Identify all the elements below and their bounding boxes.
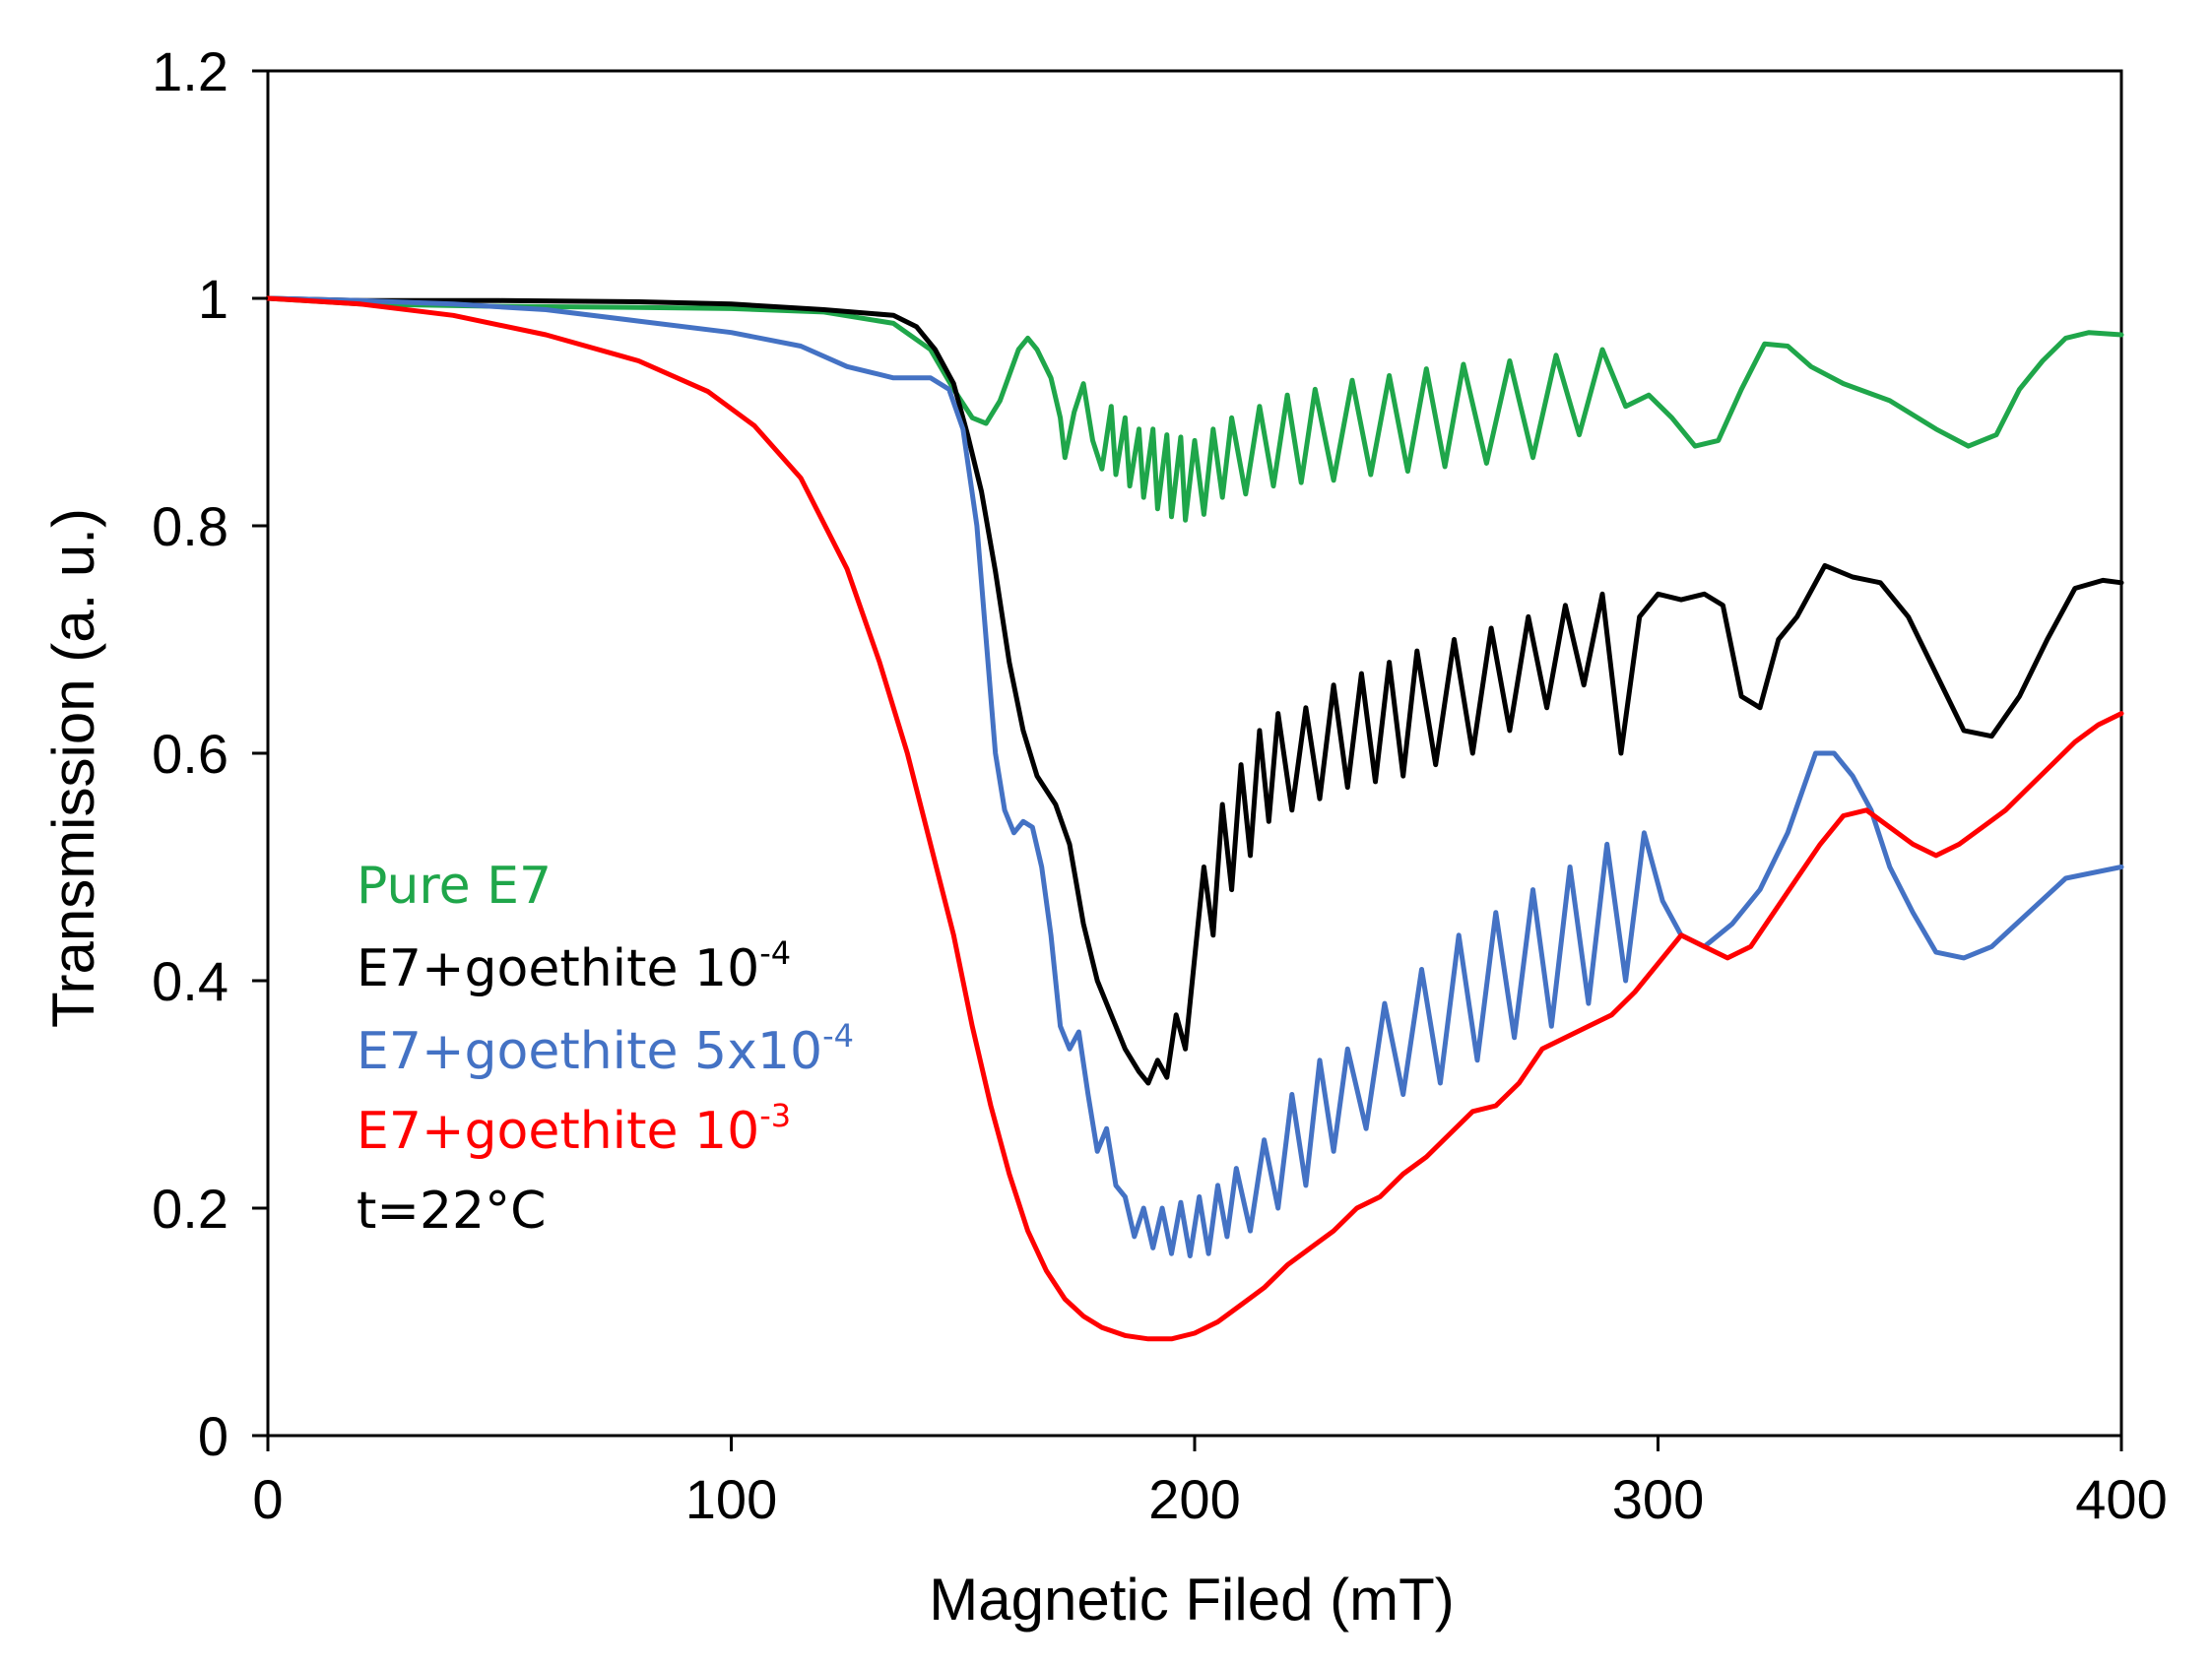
legend-entry-2: E7+goethite 10-4 <box>357 934 791 998</box>
series-line-3 <box>265 295 2124 1258</box>
x-tick-label: 0 <box>252 1468 283 1530</box>
y-tick-label: 1 <box>198 268 228 330</box>
legend-entry-3: E7+goethite 5x10-4 <box>357 1017 854 1081</box>
legend-label: Pure E7 <box>357 857 552 916</box>
series-line-1 <box>265 295 2124 523</box>
y-tick-label: 0.8 <box>152 495 228 557</box>
legend-exponent: -4 <box>759 934 791 972</box>
legend-label: E7+goethite 10 <box>357 939 759 998</box>
x-tick-label: 100 <box>685 1468 777 1530</box>
x-tick-label: 200 <box>1148 1468 1240 1530</box>
series-layer <box>265 295 2124 1342</box>
legend-exponent: -4 <box>822 1017 854 1055</box>
y-axis-title: Transmission (a. u.) <box>40 508 106 1028</box>
x-tick-label: 300 <box>1612 1468 1704 1530</box>
legend-label: E7+goethite 5x10 <box>357 1022 822 1081</box>
y-tick-label: 0.4 <box>152 950 228 1012</box>
legend-label: E7+goethite 10 <box>357 1102 759 1161</box>
x-axis-ticks: 0 100 200 300 400 <box>252 1436 2168 1530</box>
y-tick-label: 0.2 <box>152 1178 228 1240</box>
temperature-annotation: t=22°C <box>357 1182 546 1241</box>
y-tick-label: 1.2 <box>152 40 228 102</box>
legend-entry-4: E7+goethite 10-3 <box>357 1097 791 1161</box>
series-line-2 <box>265 295 2124 1086</box>
y-tick-label: 0 <box>198 1405 228 1467</box>
y-axis-ticks: 0 0.2 0.4 0.6 0.8 1 1.2 <box>152 40 268 1467</box>
y-tick-label: 0.6 <box>152 723 228 785</box>
legend-exponent: -3 <box>759 1097 791 1134</box>
series-line-4 <box>265 295 2124 1342</box>
legend-entry-1: Pure E7 <box>357 857 552 916</box>
x-tick-label: 400 <box>2075 1468 2167 1530</box>
x-axis-title: Magnetic Filed (mT) <box>929 1567 1454 1633</box>
